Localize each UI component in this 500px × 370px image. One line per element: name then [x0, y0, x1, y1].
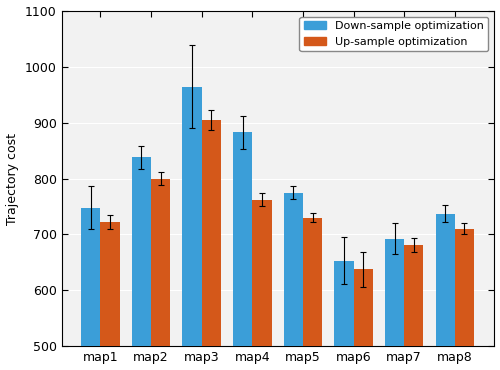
Bar [252, 200, 272, 370]
Bar [202, 120, 221, 370]
Bar [182, 87, 202, 370]
Bar [151, 179, 171, 370]
Bar [385, 239, 404, 370]
Bar [404, 245, 423, 370]
Bar [436, 214, 455, 370]
Bar [455, 229, 474, 370]
Bar [81, 208, 100, 370]
Legend: Down-sample optimization, Up-sample optimization: Down-sample optimization, Up-sample opti… [300, 17, 488, 51]
Bar [284, 192, 303, 370]
Bar [100, 222, 119, 370]
Bar [303, 218, 322, 370]
Y-axis label: Trajectory cost: Trajectory cost [6, 132, 20, 225]
Bar [334, 260, 353, 370]
Bar [132, 157, 151, 370]
Bar [354, 269, 373, 370]
Bar [233, 132, 252, 370]
